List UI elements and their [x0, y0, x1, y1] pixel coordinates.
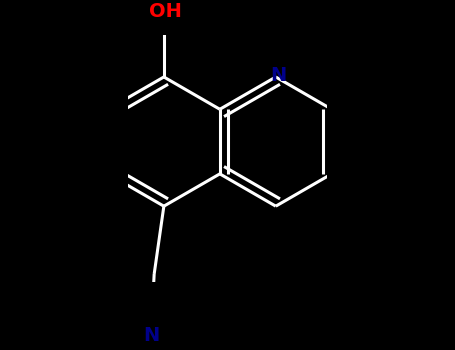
- Text: N: N: [270, 66, 286, 85]
- Text: N: N: [143, 326, 159, 345]
- Text: OH: OH: [149, 2, 182, 21]
